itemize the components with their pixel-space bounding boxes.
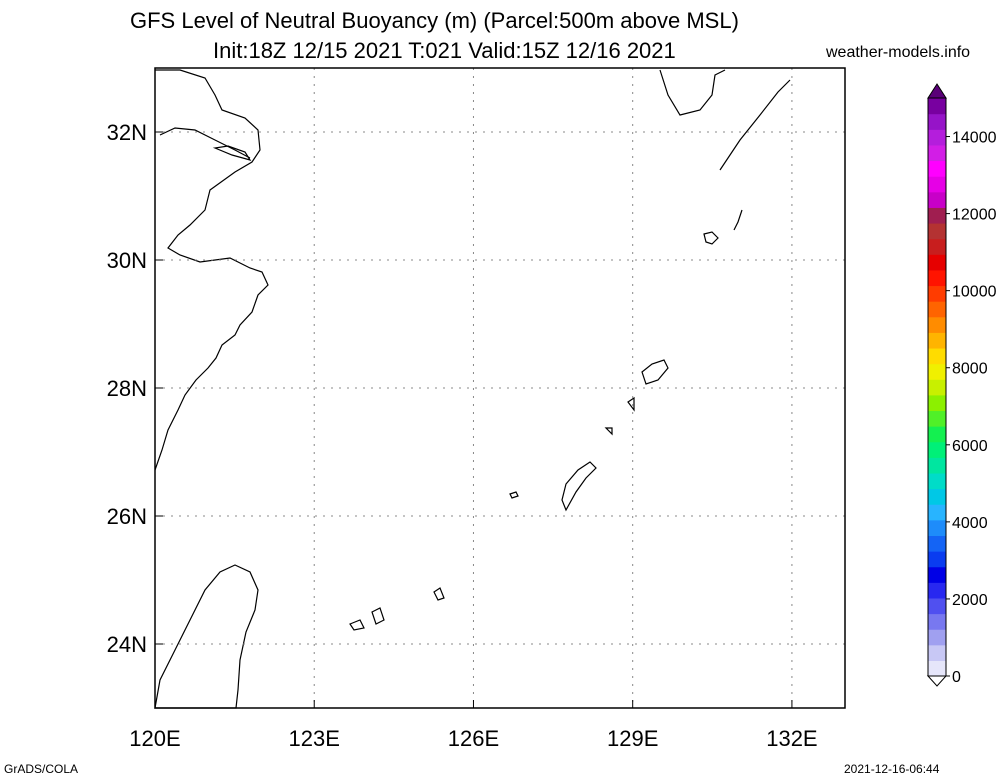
colorbar-swatch bbox=[928, 254, 946, 271]
colorbar-swatch bbox=[928, 644, 946, 661]
map-title-line1: GFS Level of Neutral Buoyancy (m) (Parce… bbox=[130, 8, 739, 33]
colorbar-swatch bbox=[928, 394, 946, 412]
lat-tick-label: 24N bbox=[107, 632, 147, 657]
colorbar-label: 14000 bbox=[952, 130, 997, 147]
colorbar-label: 0 bbox=[952, 669, 961, 686]
colorbar-swatch bbox=[928, 535, 946, 552]
lat-tick-label: 30N bbox=[107, 248, 147, 273]
colorbar-max-arrow bbox=[927, 83, 947, 99]
colorbar-swatch bbox=[928, 285, 946, 302]
colorbar-swatch bbox=[928, 129, 946, 146]
colorbar-swatch bbox=[928, 332, 946, 349]
colorbar-swatch bbox=[928, 98, 946, 115]
colorbar-swatch bbox=[928, 176, 946, 193]
colorbar-swatch bbox=[928, 160, 946, 177]
lon-tick-label: 126E bbox=[448, 726, 499, 751]
lat-lon-grid bbox=[154, 68, 845, 708]
colorbar-swatch bbox=[928, 363, 946, 380]
colorbar-swatch bbox=[928, 582, 946, 599]
map-title-line2: Init:18Z 12/15 2021 T:021 Valid:15Z 12/1… bbox=[213, 38, 676, 63]
lon-tick-label: 120E bbox=[129, 726, 180, 751]
colorbar-swatch bbox=[928, 551, 946, 568]
colorbar-swatch bbox=[928, 144, 946, 162]
colorbar-swatch bbox=[928, 629, 946, 646]
colorbar-swatch bbox=[928, 222, 946, 240]
colorbar-swatch bbox=[928, 238, 946, 255]
colorbar-swatch bbox=[928, 504, 946, 521]
colorbar-label: 4000 bbox=[952, 515, 988, 532]
lat-tick-label: 28N bbox=[107, 376, 147, 401]
colorbar-label: 10000 bbox=[952, 284, 997, 301]
colorbar-swatch bbox=[928, 113, 946, 130]
render-timestamp: 2021-12-16-06:44 bbox=[844, 762, 940, 776]
colorbar-swatch bbox=[928, 613, 946, 630]
colorbar-swatch bbox=[928, 379, 946, 396]
colorbar-min-arrow bbox=[926, 675, 948, 687]
site-credit: weather-models.info bbox=[826, 44, 971, 61]
colorbar-swatch bbox=[928, 660, 946, 677]
software-credit: GrADS/COLA bbox=[4, 762, 79, 776]
lon-tick-label: 129E bbox=[607, 726, 658, 751]
colorbar-swatch bbox=[928, 441, 946, 458]
colorbar-swatch bbox=[928, 316, 946, 333]
colorbar-swatch bbox=[928, 519, 946, 536]
colorbar-swatch bbox=[928, 566, 946, 583]
colorbar-label: 6000 bbox=[952, 438, 988, 455]
colorbar-swatch bbox=[928, 207, 946, 224]
colorbar-swatch bbox=[928, 472, 946, 490]
coastline bbox=[154, 69, 791, 709]
colorbar-swatch bbox=[928, 410, 946, 427]
axis-ticks: 120E 123E 126E 129E 132E 24N 26N 28N 30N 32N bbox=[107, 120, 818, 751]
colorbar-swatch bbox=[928, 347, 946, 365]
lon-tick-label: 132E bbox=[766, 726, 817, 751]
colorbar: 0 2000 4000 6000 8000 10000 12000 14000 bbox=[926, 83, 997, 687]
colorbar-label: 8000 bbox=[952, 361, 988, 378]
lat-tick-label: 32N bbox=[107, 120, 147, 145]
lat-tick-label: 26N bbox=[107, 504, 147, 529]
colorbar-swatch bbox=[928, 488, 946, 505]
colorbar-swatch bbox=[928, 191, 946, 208]
colorbar-swatch bbox=[928, 301, 946, 318]
colorbar-label: 12000 bbox=[952, 207, 997, 224]
colorbar-label: 2000 bbox=[952, 592, 988, 609]
colorbar-swatch bbox=[928, 269, 946, 287]
colorbar-swatch bbox=[928, 457, 946, 474]
lon-tick-label: 123E bbox=[289, 726, 340, 751]
colorbar-swatch bbox=[928, 426, 946, 443]
colorbar-swatch bbox=[928, 597, 946, 615]
